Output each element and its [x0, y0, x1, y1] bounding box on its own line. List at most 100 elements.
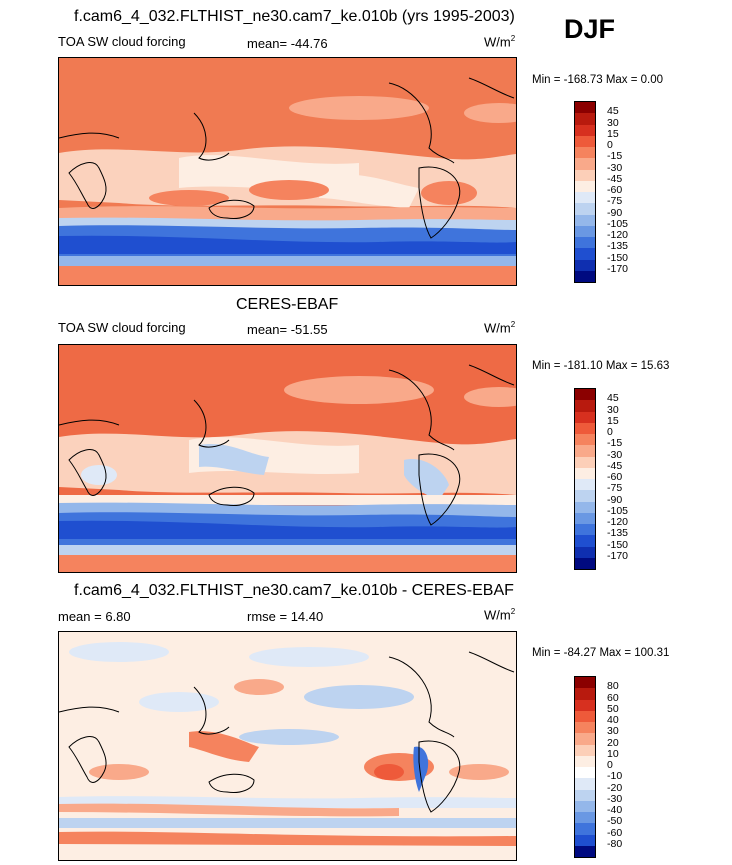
- colorbar-swatch: [575, 102, 595, 114]
- colorbar-tick-label: -15: [607, 150, 623, 163]
- colorbar-tick-label: -60: [607, 471, 623, 483]
- colorbar-tick-label: -105: [607, 504, 629, 517]
- colorbar-tick-label: -30: [607, 161, 623, 174]
- colorbar-swatch: [575, 699, 595, 711]
- colorbar-swatch: [575, 823, 595, 835]
- colorbar-swatch: [575, 124, 595, 136]
- colorbar-tick-label: -20: [607, 781, 623, 794]
- colorbar-tick-label: -135: [607, 240, 629, 253]
- colorbar-swatch: [575, 180, 595, 192]
- colorbar-swatch: [575, 270, 595, 282]
- colorbar-tick-label: -50: [607, 815, 623, 828]
- colorbar-swatch: [575, 158, 595, 170]
- colorbar-swatch: [575, 688, 595, 700]
- colorbar-swatch: [575, 422, 595, 434]
- colorbar-swatch: [575, 812, 595, 824]
- colorbar-swatch: [575, 722, 595, 734]
- panel3-map: [58, 631, 517, 861]
- colorbar-swatch: [575, 214, 595, 226]
- panel1-mean-label: mean= -44.76: [247, 36, 328, 51]
- panel3-minmax: Min = -84.27 Max = 100.31: [532, 647, 670, 659]
- colorbar-tick-label: -15: [607, 437, 623, 450]
- colorbar-tick-label: 20: [607, 736, 619, 749]
- colorbar-swatch: [575, 677, 595, 689]
- colorbar-swatch: [575, 411, 595, 423]
- panel1-variable-label: TOA SW cloud forcing: [58, 34, 186, 49]
- colorbar-tick-label: 40: [607, 714, 619, 726]
- panel1-colorbar: [574, 101, 596, 283]
- colorbar-swatch: [575, 147, 595, 159]
- panel2-mean-label: mean= -51.55: [247, 322, 328, 337]
- colorbar-tick-label: -75: [607, 482, 623, 495]
- colorbar-swatch: [575, 259, 595, 271]
- colorbar-swatch: [575, 445, 595, 457]
- colorbar-tick-label: -90: [607, 206, 623, 219]
- colorbar-tick-label: -90: [607, 493, 623, 506]
- colorbar-swatch: [575, 192, 595, 204]
- colorbar-tick-label: -80: [607, 837, 623, 850]
- colorbar-swatch: [575, 203, 595, 215]
- colorbar-swatch: [575, 744, 595, 756]
- colorbar-tick-label: -30: [607, 448, 623, 461]
- panel1-units: W/m2: [484, 34, 516, 50]
- colorbar-tick-label: 15: [607, 414, 619, 427]
- colorbar-swatch: [575, 490, 595, 502]
- colorbar-tick-label: 60: [607, 691, 619, 704]
- colorbar-swatch: [575, 248, 595, 260]
- colorbar-swatch: [575, 535, 595, 547]
- colorbar-swatch: [575, 733, 595, 745]
- colorbar-tick-label: 45: [607, 392, 619, 405]
- colorbar-tick-label: -120: [607, 229, 629, 241]
- colorbar-swatch: [575, 135, 595, 147]
- colorbar-swatch: [575, 479, 595, 491]
- colorbar-tick-label: -10: [607, 770, 623, 783]
- colorbar-swatch: [575, 512, 595, 524]
- colorbar-tick-label: -150: [607, 251, 629, 264]
- colorbar-swatch: [575, 169, 595, 181]
- colorbar-tick-label: 30: [607, 403, 619, 416]
- colorbar-tick-label: -120: [607, 516, 629, 528]
- colorbar-tick-label: -105: [607, 217, 629, 230]
- colorbar-tick-label: -150: [607, 538, 629, 551]
- colorbar-tick-label: 50: [607, 702, 619, 715]
- panel3-colorbar-labels: 80 60 50 40 30 20 10 0 -10 -20 -30 -40 -50 -60 -80: [607, 676, 647, 856]
- panel2-colorbar: [574, 388, 596, 570]
- colorbar-tick-label: -135: [607, 527, 629, 540]
- colorbar-swatch: [575, 113, 595, 125]
- panel2-minmax: Min = -181.10 Max = 15.63: [532, 360, 670, 372]
- colorbar-swatch: [575, 710, 595, 722]
- colorbar-tick-label: 30: [607, 116, 619, 129]
- colorbar-swatch: [575, 389, 595, 401]
- colorbar-tick-label: 0: [607, 426, 613, 438]
- colorbar-tick-label: -45: [607, 459, 623, 472]
- colorbar-swatch: [575, 789, 595, 801]
- colorbar-tick-label: -170: [607, 549, 629, 562]
- panel2-colorbar-labels: 45 30 15 0 -15 -30 -45 -60 -75 -90 -105 -120 -135 -15…: [607, 388, 647, 568]
- panel3-colorbar: [574, 676, 596, 858]
- colorbar-swatch: [575, 456, 595, 468]
- panel2-units: W/m2: [484, 320, 516, 336]
- colorbar-tick-label: 0: [607, 759, 613, 771]
- colorbar-tick-label: 0: [607, 139, 613, 151]
- colorbar-swatch: [575, 800, 595, 812]
- panel3-mean-label: mean = 6.80: [58, 609, 131, 624]
- colorbar-swatch: [575, 400, 595, 412]
- colorbar-swatch: [575, 755, 595, 767]
- panel3-units: W/m2: [484, 607, 516, 623]
- colorbar-swatch: [575, 845, 595, 857]
- colorbar-tick-label: 80: [607, 680, 619, 693]
- colorbar-tick-label: -60: [607, 826, 623, 839]
- colorbar-swatch: [575, 778, 595, 790]
- colorbar-swatch: [575, 225, 595, 237]
- colorbar-tick-label: -75: [607, 195, 623, 208]
- colorbar-tick-label: -30: [607, 792, 623, 805]
- colorbar-tick-label: -170: [607, 262, 629, 275]
- colorbar-swatch: [575, 434, 595, 446]
- colorbar-tick-label: 15: [607, 127, 619, 140]
- colorbar-tick-label: 10: [607, 747, 619, 760]
- colorbar-swatch: [575, 524, 595, 536]
- colorbar-tick-label: 45: [607, 105, 619, 118]
- colorbar-tick-label: -60: [607, 184, 623, 196]
- panel2-map: [58, 344, 517, 573]
- colorbar-swatch: [575, 767, 595, 779]
